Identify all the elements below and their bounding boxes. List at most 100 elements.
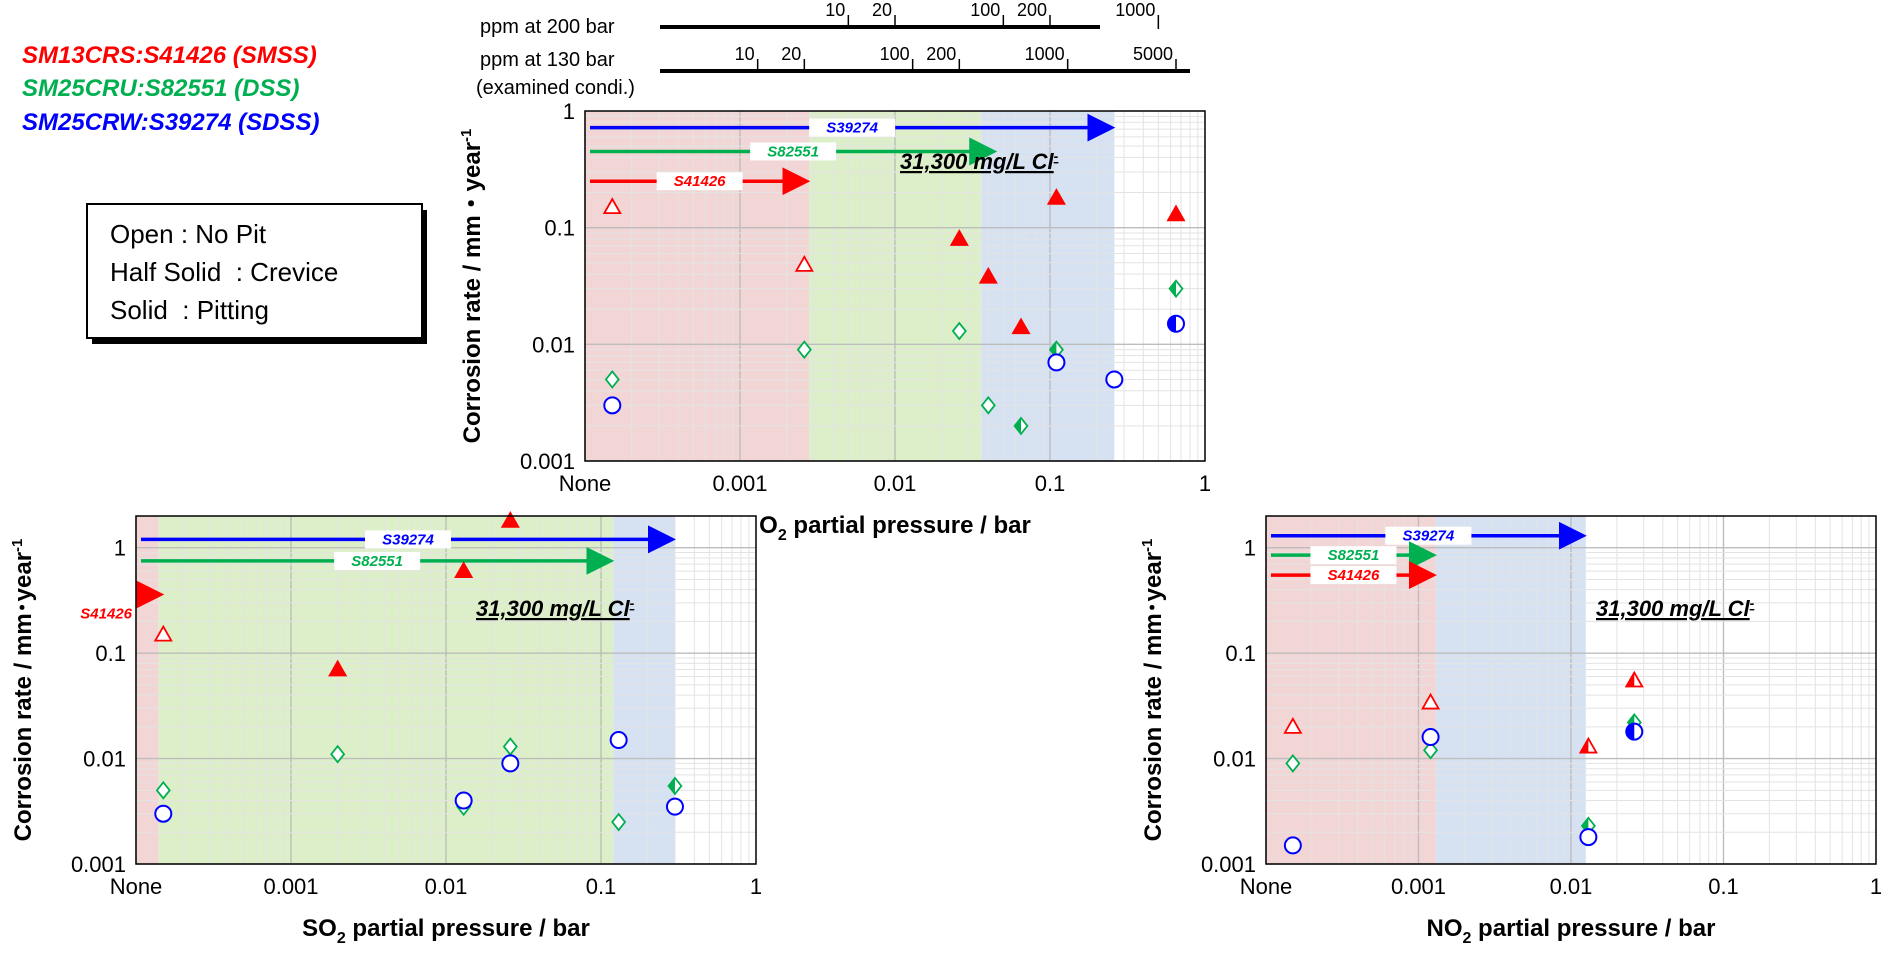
triangle-marker-3 [978, 266, 998, 284]
ppm-tick-label: 10 [825, 0, 845, 20]
range-arrow-label-bg [1385, 526, 1472, 545]
chloride-annotation: 31,300 mg/L Cl- [476, 595, 635, 621]
y-tick-label: 0.001 [1201, 852, 1256, 877]
diamond-marker-5-half [668, 777, 675, 794]
x-tick-label: None [559, 471, 612, 496]
x-axis-label-rest: partial pressure / bar [787, 512, 1031, 539]
y-axis-label-sup: -1 [9, 539, 26, 552]
y-axis-label-sup: -1 [458, 129, 475, 142]
circle-marker-2 [1579, 828, 1598, 847]
material-legend: SM13CRS:S41426 (SMSS) SM25CRU:S82551 (DS… [22, 42, 319, 136]
x-axis-label-sub: 2 [1462, 930, 1471, 947]
circle-marker-0 [603, 396, 622, 415]
chloride-annotation: 31,300 mg/L Cl- [900, 148, 1059, 174]
x-tick-label: 1 [750, 874, 762, 899]
x-tick-label: 0.001 [263, 874, 318, 899]
series-triangle [602, 188, 1186, 335]
circle-marker-1 [1047, 353, 1066, 372]
triangle-marker-5 [1046, 188, 1066, 205]
diamond-marker-0 [155, 780, 171, 800]
shaded-region-1 [1435, 516, 1586, 864]
circle-marker-0 [1283, 836, 1302, 855]
x-axis-label-sub: 2 [337, 930, 346, 947]
x-axis-label-main: SO [302, 915, 337, 942]
range-arrow-label-S82551: S82551 [1328, 547, 1380, 564]
series-circle [603, 314, 1186, 415]
y-axis-label: Corrosion rate / mm・year-1 [458, 129, 486, 444]
diamond-marker-6-half [1169, 280, 1177, 297]
legend-sdss-grade: S39274 (SDSS) [149, 109, 320, 136]
y-tick-label: 1 [563, 99, 575, 124]
x-axis-label-rest: partial pressure / bar [346, 915, 590, 942]
range-arrow-label-bg [1310, 566, 1397, 585]
range-arrow-label-S82551: S82551 [767, 143, 819, 160]
diamond-marker-1 [1423, 740, 1439, 760]
range-arrow-label-S41426: S41426 [674, 173, 726, 190]
triangle-marker-0 [1283, 717, 1303, 734]
ppm-tick-label: 5000 [1133, 44, 1173, 64]
ppm-tick-label: 100 [970, 0, 1000, 20]
y-axis-label: Corrosion rate / mm･year-1 [9, 539, 37, 842]
grid [584, 111, 1205, 462]
triangle-marker-4 [1011, 317, 1031, 335]
triangle-marker-2 [949, 229, 969, 246]
series-triangle [153, 511, 520, 677]
x-tick-label: 1 [1199, 471, 1211, 496]
x-tick-label: 0.01 [1550, 874, 1593, 899]
y-tick-label: 0.01 [1213, 747, 1256, 772]
chloride-annotation: 31,300 mg/L Cl- [1596, 595, 1755, 621]
chloride-annotation-text: 31,300 mg/L Cl [476, 596, 631, 621]
triangle-marker-3 [500, 511, 520, 528]
x-tick-label: 0.1 [1035, 471, 1066, 496]
ppm-130-label: ppm at 130 bar [480, 49, 615, 71]
y-axis-label: Corrosion rate / mm･year-1 [1139, 539, 1167, 842]
triangle-marker-1 [328, 659, 348, 677]
circle-marker-2 [1105, 370, 1124, 389]
triangle-marker-3-half [1626, 672, 1635, 687]
range-arrow-label-S39274: S39274 [382, 531, 434, 548]
symbol-key-open: Open : No Pit [110, 219, 267, 249]
series-circle [154, 731, 684, 823]
legend-dss: SM25CRU:S82551 (DSS) [22, 75, 299, 102]
ppm-200-label: ppm at 200 bar [480, 16, 615, 38]
x-axis-label-sub: 2 [778, 527, 787, 544]
range-arrow-label-bg [1310, 546, 1397, 565]
circle-marker-3-half [1626, 723, 1635, 740]
triangle-marker-1 [794, 255, 814, 272]
diamond-marker-4-half [1014, 417, 1022, 434]
triangle-marker-0 [153, 624, 173, 642]
range-arrow-label-bg [656, 172, 743, 191]
range-arrow-label-S41426: S41426 [80, 606, 132, 623]
range-arrow-label-bg [334, 551, 421, 570]
range-arrow-label-bg [809, 118, 896, 137]
y-axis-label-main: Corrosion rate / mm･year [1140, 552, 1167, 841]
symbol-key: Open : No Pit Half Solid : Crevice Solid… [86, 203, 427, 344]
legend-smss: SM13CRS:S41426 (SMSS) [22, 42, 317, 69]
ppm-tick-label: 100 [880, 44, 910, 64]
triangle-marker-1 [1421, 692, 1441, 710]
shaded-region-0 [585, 111, 810, 461]
legend-sdss: SM25CRW:S39274 (SDSS) [22, 109, 319, 136]
series-circle [1283, 722, 1644, 855]
circle-marker-0 [154, 804, 173, 823]
range-arrow-label-bg [364, 530, 451, 549]
x-axis-label: SO2 partial pressure / bar [302, 915, 590, 947]
circle-marker-3 [609, 731, 628, 750]
diamond-marker-0 [604, 370, 620, 389]
ppm-tick-label: 200 [1017, 0, 1047, 20]
x-axis-label-main: NO [1426, 915, 1462, 942]
y-tick-label: 0.1 [1225, 641, 1256, 666]
chloride-annotation-sup: - [630, 595, 635, 611]
x-tick-label: 0.1 [1708, 874, 1739, 899]
diamond-marker-1 [330, 744, 346, 764]
x-axis-label-main: O [759, 512, 778, 539]
triangle-marker-2-half [1580, 738, 1589, 753]
shaded-region-2 [613, 516, 675, 864]
triangle-marker-0 [602, 197, 622, 215]
range-arrow-label-S82551: S82551 [351, 553, 403, 570]
y-tick-label: 0.01 [83, 747, 126, 772]
x-tick-label: 1 [1870, 874, 1882, 899]
x-tick-label: None [110, 874, 163, 899]
